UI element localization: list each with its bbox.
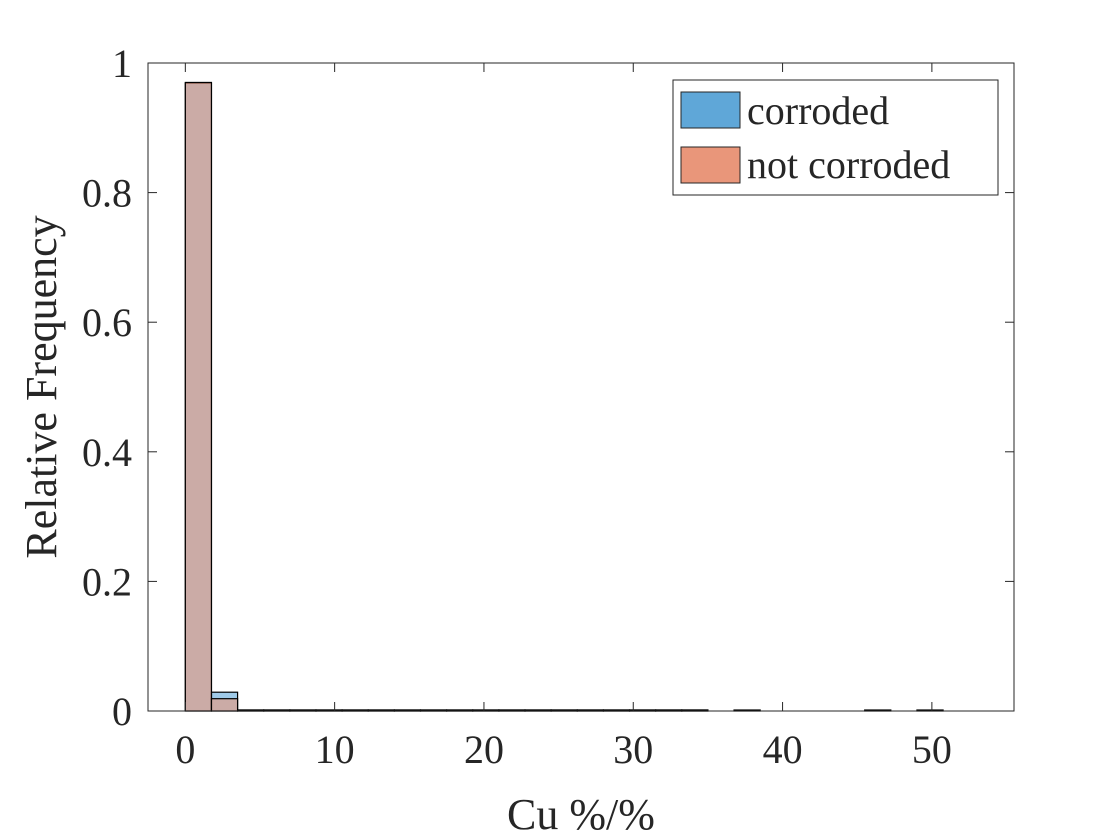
legend-label-corroded: corroded [747,88,889,133]
y-tick-label-1: 1 [112,41,132,86]
legend: corroded not corroded [672,79,999,196]
legend-swatch-corroded [680,91,741,129]
legend-swatch-not-corroded [680,146,741,184]
y-axis-label: Relative Frequency [17,215,66,558]
y-tick-label-0: 0 [112,689,132,734]
y-tick-label-0.6: 0.6 [82,300,132,345]
x-tick-label-50: 50 [912,727,952,772]
x-tick-label-20: 20 [464,727,504,772]
bar-not-corroded-0 [184,81,213,712]
x-axis-label: Cu %/% [507,790,655,839]
x-tick-label-10: 10 [315,727,355,772]
bar-not-corroded-1 [210,698,239,712]
x-tick-label-0: 0 [175,727,195,772]
ticks-layer: 0 10 20 30 40 50 0 0.2 0.4 0.6 0.8 1 [82,41,1014,772]
y-tick-label-0.4: 0.4 [82,430,132,475]
y-tick-label-0.8: 0.8 [82,171,132,216]
y-tick-label-0.2: 0.2 [82,559,132,604]
legend-label-not-corroded: not corroded [747,142,950,187]
x-tick-label-30: 30 [613,727,653,772]
plot-frame [147,62,1015,712]
x-tick-label-40: 40 [763,727,803,772]
